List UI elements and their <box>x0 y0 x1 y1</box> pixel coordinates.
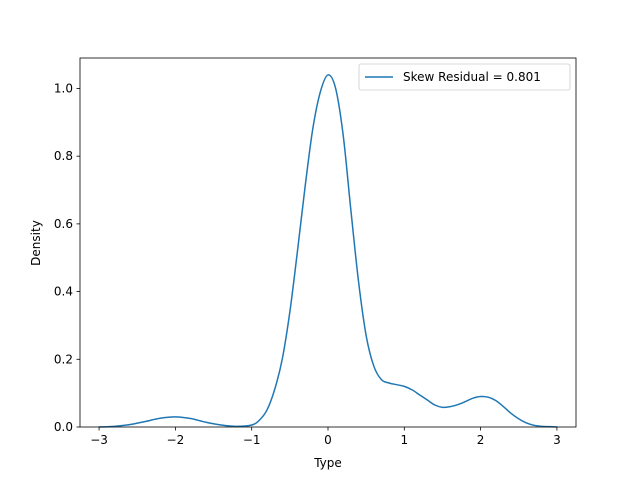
y-tick-label: 1.0 <box>54 81 73 95</box>
x-tick-label: 2 <box>477 433 485 447</box>
legend: Skew Residual = 0.801 <box>358 63 571 91</box>
plot-area-frame <box>79 57 577 428</box>
x-tick-label: −1 <box>243 433 261 447</box>
x-axis-ticks: −3 −2 −1 0 1 2 3 <box>90 427 561 447</box>
y-axis-label: Density <box>29 220 43 266</box>
x-tick-label: −3 <box>90 433 108 447</box>
x-tick-label: −2 <box>167 433 185 447</box>
y-tick-label: 0.2 <box>54 352 73 366</box>
y-axis-ticks: 0.0 0.2 0.4 0.6 0.8 1.0 <box>54 81 80 434</box>
x-tick-label: 1 <box>400 433 408 447</box>
x-tick-label: 3 <box>553 433 561 447</box>
x-tick-label: 0 <box>324 433 332 447</box>
density-curve <box>98 74 558 428</box>
y-tick-label: 0.8 <box>54 149 73 163</box>
y-tick-label: 0.6 <box>54 217 73 231</box>
y-tick-label: 0.0 <box>54 420 73 434</box>
legend-entry-label: Skew Residual = 0.801 <box>403 70 541 84</box>
legend-frame <box>358 63 571 91</box>
x-axis-label: Type <box>313 456 342 470</box>
y-tick-label: 0.4 <box>54 285 73 299</box>
